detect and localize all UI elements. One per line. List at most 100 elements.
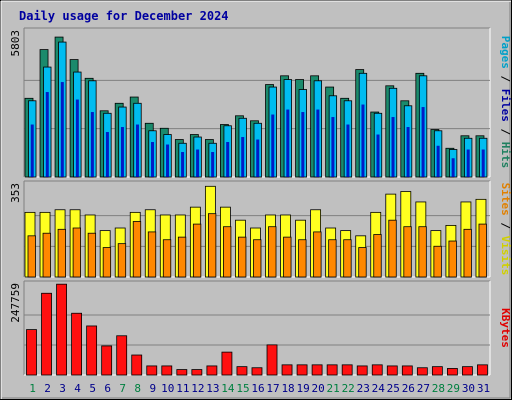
x-tick-label-day-27: 27 bbox=[417, 382, 430, 395]
legend-item: Visits bbox=[499, 236, 512, 276]
bar-sites-day-19 bbox=[298, 239, 307, 278]
x-tick-label-day-15: 15 bbox=[236, 382, 249, 395]
bar-sites-day-20 bbox=[313, 231, 322, 278]
bar-files-overlay-day-28 bbox=[436, 145, 440, 177]
x-tick-label-day-8: 8 bbox=[134, 382, 141, 395]
panel-visits-sites: 353 Sites / Visits bbox=[9, 180, 512, 278]
bar-kbytes-day-9 bbox=[146, 365, 158, 376]
bar-kbytes-day-26 bbox=[401, 365, 413, 376]
x-tick-label-day-20: 20 bbox=[312, 382, 325, 395]
bar-sites-day-29 bbox=[448, 240, 457, 278]
x-tick-label-day-12: 12 bbox=[191, 382, 204, 395]
chart-title: Daily usage for December 2024 bbox=[19, 9, 229, 23]
x-tick-label-day-23: 23 bbox=[357, 382, 370, 395]
bar-kbytes-day-30 bbox=[462, 366, 473, 376]
bar-files-overlay-day-25 bbox=[391, 117, 395, 177]
series-legend: Pages / Files / Hits bbox=[499, 36, 512, 169]
y-max-label: 247759 bbox=[9, 283, 22, 323]
bar-kbytes-day-7 bbox=[116, 335, 128, 376]
y-max-label: 353 bbox=[9, 183, 22, 203]
bar-files-overlay-day-14 bbox=[226, 142, 230, 177]
legend-item: Files bbox=[499, 89, 512, 122]
bar-sites-day-17 bbox=[268, 226, 277, 278]
bar-sites-day-22 bbox=[343, 239, 352, 278]
bar-sites-day-7 bbox=[117, 243, 127, 278]
bar-files-overlay-day-11 bbox=[181, 152, 185, 177]
bar-files-overlay-day-1 bbox=[30, 124, 34, 177]
bar-kbytes-day-18 bbox=[281, 364, 293, 376]
x-tick-label-day-16: 16 bbox=[251, 382, 264, 395]
bar-kbytes-day-15 bbox=[236, 366, 248, 376]
x-tick-label-day-4: 4 bbox=[74, 382, 81, 395]
x-tick-label-day-25: 25 bbox=[387, 382, 400, 395]
x-tick-label-day-9: 9 bbox=[149, 382, 156, 395]
x-tick-label-day-11: 11 bbox=[176, 382, 189, 395]
bar-sites-day-21 bbox=[328, 239, 337, 278]
bar-files-overlay-day-5 bbox=[90, 112, 94, 177]
bar-files-overlay-day-24 bbox=[376, 134, 380, 177]
bar-kbytes-day-20 bbox=[311, 364, 323, 376]
bar-files-overlay-day-4 bbox=[75, 99, 79, 177]
x-tick-label-day-26: 26 bbox=[402, 382, 415, 395]
bar-sites-day-13 bbox=[207, 213, 217, 278]
x-tick-label-day-17: 17 bbox=[266, 382, 279, 395]
bar-kbytes-day-12 bbox=[191, 369, 203, 376]
bar-files-overlay-day-13 bbox=[211, 152, 215, 177]
x-tick-label-day-18: 18 bbox=[281, 382, 294, 395]
series-legend: KBytes bbox=[499, 308, 512, 348]
bar-kbytes-day-17 bbox=[266, 344, 278, 376]
bar-sites-day-1 bbox=[27, 235, 36, 278]
bar-sites-day-4 bbox=[72, 227, 81, 278]
bar-files-overlay-day-23 bbox=[361, 104, 365, 177]
bar-kbytes-day-14 bbox=[221, 351, 233, 376]
y-max-label: 5803 bbox=[9, 30, 22, 57]
x-tick-label-day-24: 24 bbox=[372, 382, 386, 395]
bar-kbytes-day-8 bbox=[131, 354, 143, 376]
x-tick-label-day-10: 10 bbox=[161, 382, 174, 395]
bar-sites-day-11 bbox=[177, 236, 187, 278]
x-tick-label-day-29: 29 bbox=[447, 382, 460, 395]
bar-files-overlay-day-16 bbox=[256, 139, 260, 177]
bar-files-overlay-day-27 bbox=[421, 107, 425, 177]
bar-kbytes-day-24 bbox=[371, 364, 383, 376]
bar-sites-day-5 bbox=[87, 232, 97, 278]
bar-kbytes-day-3 bbox=[56, 283, 67, 376]
x-tick-label-day-22: 22 bbox=[342, 382, 355, 395]
bar-kbytes-day-19 bbox=[296, 364, 308, 376]
bar-kbytes-day-21 bbox=[326, 364, 338, 376]
x-tick-label-day-31: 31 bbox=[477, 382, 490, 395]
legend-item: Hits bbox=[499, 142, 512, 169]
legend-item: / bbox=[499, 216, 512, 236]
bar-files-overlay-day-2 bbox=[45, 92, 49, 177]
bar-kbytes-day-4 bbox=[71, 312, 82, 376]
bar-sites-day-25 bbox=[388, 219, 397, 278]
x-tick-label-day-14: 14 bbox=[221, 382, 235, 395]
bar-sites-day-18 bbox=[283, 236, 292, 278]
bar-kbytes-day-16 bbox=[251, 367, 263, 376]
legend-item: Sites bbox=[499, 183, 512, 216]
bar-sites-day-8 bbox=[132, 221, 142, 278]
bar-sites-day-6 bbox=[102, 247, 112, 278]
bar-kbytes-day-25 bbox=[386, 365, 398, 376]
bar-files-overlay-day-30 bbox=[466, 149, 470, 177]
bar-sites-day-31 bbox=[478, 223, 487, 278]
bar-sites-day-26 bbox=[403, 226, 412, 278]
legend-item: / bbox=[499, 69, 512, 89]
x-tick-label-day-30: 30 bbox=[462, 382, 475, 395]
bar-kbytes-day-1 bbox=[26, 329, 37, 376]
x-tick-label-day-3: 3 bbox=[59, 382, 66, 395]
legend-item: Pages bbox=[499, 36, 512, 69]
bar-sites-day-16 bbox=[253, 239, 262, 278]
x-tick-label-day-6: 6 bbox=[104, 382, 111, 395]
bar-kbytes-day-31 bbox=[477, 364, 488, 376]
panel-hits-files-pages: 5803 Pages / Files / Hits bbox=[9, 27, 512, 178]
x-tick-label-day-19: 19 bbox=[296, 382, 309, 395]
legend-item: / bbox=[499, 122, 512, 142]
bar-sites-day-28 bbox=[433, 245, 442, 278]
bar-kbytes-day-5 bbox=[86, 325, 98, 376]
bar-files-overlay-day-6 bbox=[105, 132, 109, 177]
bar-sites-day-30 bbox=[463, 228, 472, 278]
bar-sites-day-2 bbox=[42, 232, 51, 278]
bar-sites-day-23 bbox=[358, 247, 367, 278]
bar-files-overlay-day-18 bbox=[286, 109, 290, 177]
